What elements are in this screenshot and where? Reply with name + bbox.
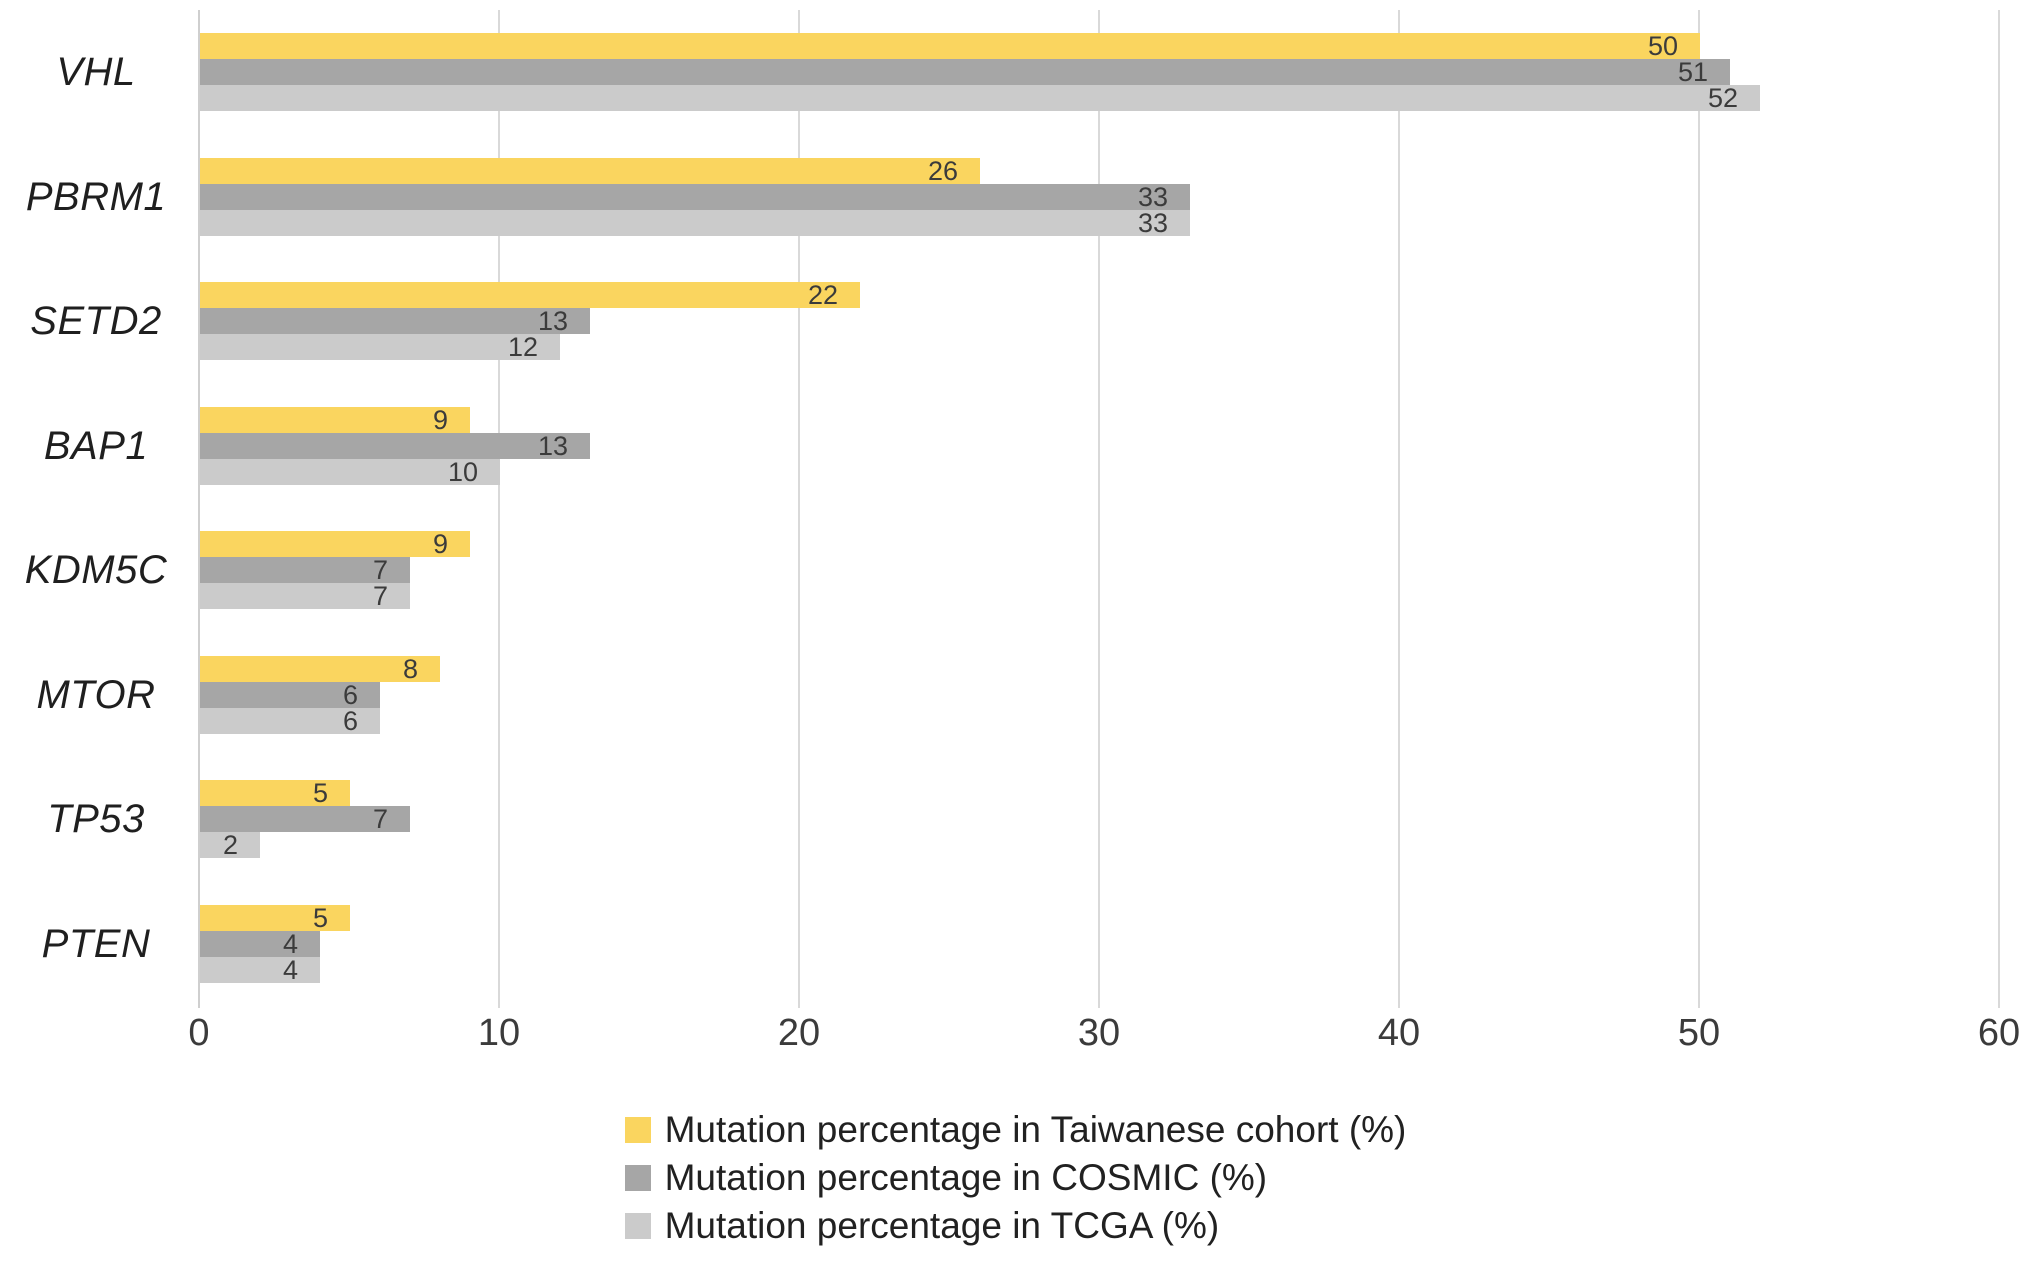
bar-tcga: 10 — [200, 457, 500, 487]
y-axis-line — [198, 10, 200, 1008]
bar-value-label: 12 — [507, 332, 538, 362]
x-axis: 0 10 20 30 40 50 60 — [0, 1012, 2031, 1068]
bar-cosmic: 51 — [200, 57, 1730, 87]
bar-taiwanese: 9 — [200, 529, 470, 559]
bar-tcga: 2 — [200, 830, 260, 860]
bar-value-label: 10 — [447, 457, 478, 487]
bar-value-label: 7 — [372, 804, 388, 834]
gridline — [1398, 10, 1400, 1008]
bar-value-label: 7 — [372, 581, 388, 611]
x-axis-tick-label: 10 — [477, 1012, 521, 1054]
bars: 5 7 2 — [200, 778, 410, 860]
category-label: KDM5C — [24, 547, 168, 592]
legend-label: Mutation percentage in Taiwanese cohort … — [664, 1109, 1407, 1150]
bar-tcga: 4 — [200, 955, 320, 985]
gridline — [498, 10, 500, 1008]
legend-item-cosmic: Mutation percentage in COSMIC (%) — [624, 1154, 1407, 1202]
bar-value-label: 4 — [282, 955, 298, 985]
legend-label: Mutation percentage in COSMIC (%) — [664, 1157, 1268, 1198]
legend-swatch-taiwanese — [624, 1117, 651, 1143]
bar-cosmic: 33 — [200, 182, 1190, 212]
x-axis-tick-label: 40 — [1377, 1012, 1421, 1054]
bars: 50 51 52 — [200, 31, 1760, 113]
bars: 26 33 33 — [200, 156, 1190, 238]
legend-item-tcga: Mutation percentage in TCGA (%) — [624, 1202, 1407, 1250]
bar-tcga: 12 — [200, 332, 560, 362]
bar-taiwanese: 22 — [200, 280, 860, 310]
gridline — [1698, 10, 1700, 1008]
bar-value-label: 26 — [927, 156, 958, 186]
bar-value-label: 33 — [1137, 208, 1168, 238]
bar-tcga: 52 — [200, 83, 1760, 113]
bar-cosmic: 6 — [200, 680, 380, 710]
bar-value-label: 13 — [537, 306, 568, 336]
legend: Mutation percentage in Taiwanese cohort … — [0, 1106, 2031, 1250]
category-label: PTEN — [41, 921, 151, 966]
plot-area: VHL 50 51 52 PBRM1 26 33 33 SETD2 22 13 12 BAP1 9 13 10… — [24, 10, 2000, 1008]
bar-value-label: 22 — [807, 280, 838, 310]
bar-tcga: 7 — [200, 581, 410, 611]
gridline — [1998, 10, 2000, 1008]
bar-value-label: 52 — [1707, 83, 1738, 113]
bar-cosmic: 13 — [200, 431, 590, 461]
x-axis-tick-label: 50 — [1677, 1012, 1721, 1054]
gridline — [1098, 10, 1100, 1008]
bar-value-label: 33 — [1137, 182, 1168, 212]
x-axis-tick-label: 20 — [777, 1012, 821, 1054]
category-label: TP53 — [47, 796, 145, 841]
bar-value-label: 5 — [312, 778, 328, 808]
bar-cosmic: 7 — [200, 555, 410, 585]
bar-taiwanese: 26 — [200, 156, 980, 186]
bar-taiwanese: 5 — [200, 903, 350, 933]
bar-taiwanese: 50 — [200, 31, 1700, 61]
category-label: PBRM1 — [25, 174, 167, 219]
bar-value-label: 2 — [222, 830, 238, 860]
category-label: BAP1 — [43, 423, 149, 468]
bar-taiwanese: 5 — [200, 778, 350, 808]
x-axis-tick-label: 30 — [1077, 1012, 1121, 1054]
x-axis-tick-label: 60 — [1977, 1012, 2021, 1054]
legend-swatch-tcga — [624, 1213, 651, 1239]
bar-value-label: 5 — [312, 903, 328, 933]
bar-value-label: 7 — [372, 555, 388, 585]
legend-label: Mutation percentage in TCGA (%) — [664, 1205, 1220, 1246]
bar-value-label: 13 — [537, 431, 568, 461]
bar-cosmic: 7 — [200, 804, 410, 834]
legend-swatch-cosmic — [624, 1165, 651, 1191]
bar-taiwanese: 9 — [200, 405, 470, 435]
category-label: SETD2 — [30, 298, 162, 343]
bar-tcga: 33 — [200, 208, 1190, 238]
bar-cosmic: 4 — [200, 929, 320, 959]
bar-taiwanese: 8 — [200, 654, 440, 684]
bar-cosmic: 13 — [200, 306, 590, 336]
bar-value-label: 9 — [432, 529, 448, 559]
legend-items: Mutation percentage in Taiwanese cohort … — [624, 1106, 1407, 1250]
bar-value-label: 50 — [1647, 31, 1678, 61]
bar-tcga: 6 — [200, 706, 380, 736]
x-axis-tick-label: 0 — [188, 1012, 210, 1054]
legend-item-taiwanese: Mutation percentage in Taiwanese cohort … — [624, 1106, 1407, 1154]
bar-value-label: 6 — [342, 680, 358, 710]
category-label: MTOR — [36, 672, 156, 717]
gridline — [798, 10, 800, 1008]
bar-value-label: 6 — [342, 706, 358, 736]
bars: 22 13 12 — [200, 280, 860, 362]
category-label: VHL — [56, 49, 136, 94]
bar-value-label: 8 — [402, 654, 418, 684]
bars: 9 13 10 — [200, 405, 590, 487]
bar-value-label: 51 — [1677, 57, 1708, 87]
bar-value-label: 9 — [432, 405, 448, 435]
bar-value-label: 4 — [282, 929, 298, 959]
